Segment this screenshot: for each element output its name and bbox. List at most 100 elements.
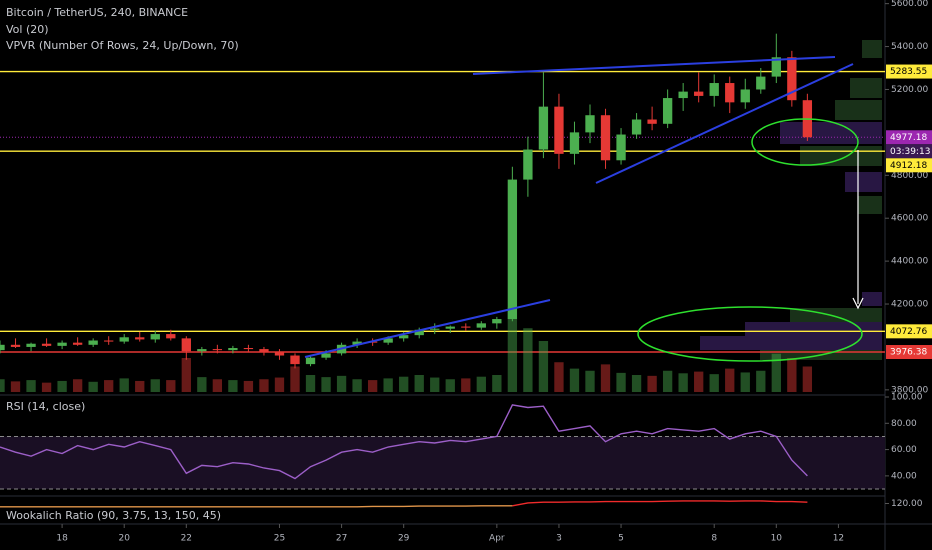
candle-body [662, 98, 673, 124]
level-label-box [886, 324, 932, 339]
volume-bar [10, 381, 21, 392]
candle-body [445, 326, 455, 329]
volume-bar [569, 368, 580, 392]
profile-row [835, 100, 882, 120]
candle-body [57, 342, 67, 346]
candle-body [321, 353, 331, 358]
volume-bar [104, 380, 114, 392]
candle-body [771, 57, 781, 77]
level-label: 3976.38 [890, 348, 927, 358]
candle-body [305, 357, 316, 365]
candle-body [694, 91, 704, 96]
candle-body [166, 334, 176, 339]
y-tick-label: 4400.00 [891, 257, 928, 267]
volume-bar [243, 380, 254, 392]
candle-body [616, 134, 626, 161]
y-tick-label: 40.00 [891, 471, 917, 481]
level-label: 4977.18 [890, 133, 927, 143]
y-tick-label: 3800.00 [891, 385, 928, 395]
volume-bar [787, 358, 797, 392]
candle-body [243, 348, 254, 350]
volume-bar [383, 378, 393, 392]
candle-body [756, 76, 766, 90]
volume-bar [507, 307, 518, 392]
volume-bar [26, 380, 36, 392]
volume-bar [0, 379, 5, 392]
candle-body [554, 106, 564, 154]
volume-bar [631, 375, 642, 392]
candle-body [181, 338, 191, 352]
y-tick-label: 5400.00 [891, 42, 928, 52]
volume-bar [212, 379, 223, 392]
x-tick-label: 10 [771, 534, 783, 544]
volume-bar [756, 370, 766, 392]
profile-row [850, 78, 882, 98]
level-label-box [886, 64, 932, 79]
x-tick-label: Apr [489, 534, 505, 544]
candle-body [523, 149, 533, 180]
volume-bar [197, 377, 207, 392]
volume-bar [166, 380, 176, 392]
y-tick-label: 100.00 [891, 393, 923, 403]
candle-body [725, 83, 735, 103]
countdown-box [886, 144, 932, 159]
profile-row [780, 122, 882, 144]
volume-bar [41, 382, 52, 392]
volume-bar [616, 372, 626, 392]
indicator-label: RSI (14, close) [6, 400, 85, 413]
countdown-label: 03:39:13 [890, 147, 930, 157]
volume-bar [647, 375, 657, 392]
candle-body [197, 349, 207, 352]
candle-body [274, 352, 285, 356]
volume-bar [709, 374, 719, 392]
x-tick-label: 22 [181, 534, 192, 544]
candle-body [631, 119, 642, 135]
profile-row [862, 292, 882, 306]
x-tick-label: 20 [118, 534, 130, 544]
level-label: 5283.55 [890, 67, 927, 77]
volume-bar [150, 379, 160, 392]
volume-bar [476, 376, 486, 392]
x-tick-label: 29 [398, 534, 410, 544]
y-tick-label: 5200.00 [891, 85, 928, 95]
trend-line [304, 299, 551, 358]
volume-bar [600, 364, 611, 392]
volume-bar [430, 377, 440, 392]
candle-body [352, 341, 362, 345]
x-tick-label: 8 [711, 534, 717, 544]
volume-bar [725, 368, 735, 392]
candle-body [476, 323, 486, 328]
volume-bar [72, 379, 83, 392]
candle-body [430, 328, 440, 330]
level-label: 4072.76 [890, 327, 927, 337]
volume-bar [538, 341, 549, 392]
y-tick-label: 80.00 [891, 419, 917, 429]
candle-body [26, 343, 36, 347]
volume-bar [662, 370, 673, 392]
volume-bar [321, 377, 331, 392]
y-tick-label: 4600.00 [891, 214, 928, 224]
candle-body [787, 57, 797, 101]
candle-body [399, 335, 409, 339]
candle-body [104, 340, 114, 342]
x-tick-label: 27 [336, 534, 347, 544]
candle-body [10, 344, 21, 347]
candle-body [383, 338, 393, 343]
x-tick-label: 3 [556, 534, 562, 544]
candle-body [119, 337, 129, 342]
highlight-ellipse [751, 118, 859, 166]
profile-row [862, 40, 882, 58]
volume-bar [119, 378, 129, 392]
wookalich-line [0, 505, 513, 508]
y-tick-label: 60.00 [891, 445, 917, 455]
candle-body [290, 355, 300, 365]
arrow-head [852, 297, 864, 310]
candle-body [150, 334, 160, 340]
candle-body [228, 348, 238, 351]
candle-body [41, 343, 52, 346]
volume-bar [135, 380, 145, 392]
trend-line [595, 63, 854, 184]
volume-bar [445, 379, 455, 392]
